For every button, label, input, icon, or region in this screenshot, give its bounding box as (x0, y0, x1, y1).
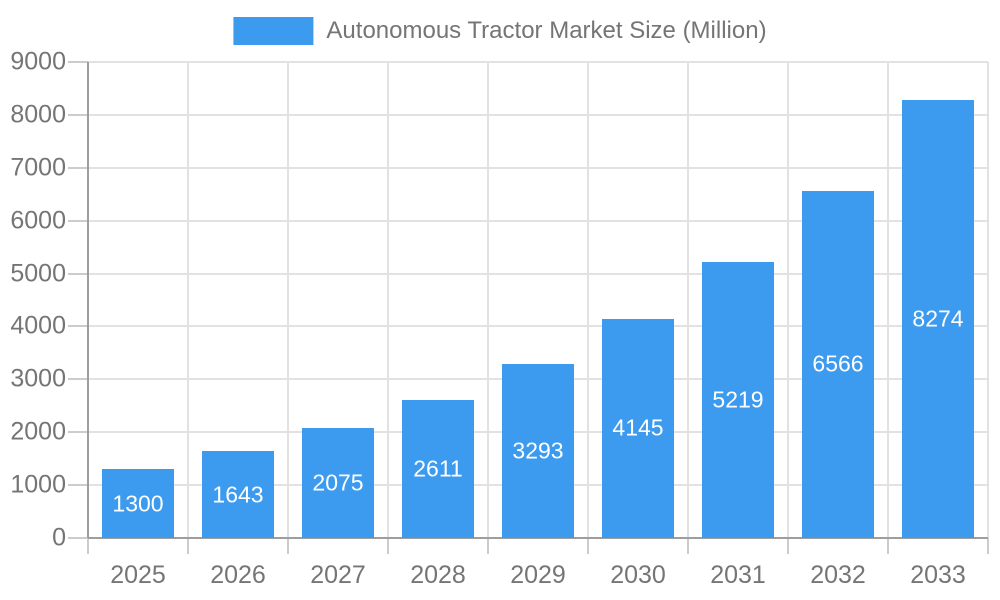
bar-2029[interactable] (502, 363, 574, 538)
bar-2030[interactable] (602, 318, 674, 538)
bar-2027[interactable] (302, 428, 374, 538)
legend-swatch[interactable] (233, 17, 314, 45)
y-axis-tick (68, 537, 88, 539)
x-axis-tick-label: 2031 (710, 561, 766, 589)
y-axis-tick-label: 3000 (10, 364, 66, 393)
x-axis-tick (687, 538, 689, 554)
gridline-vertical (887, 62, 889, 538)
x-axis-tick (487, 538, 489, 554)
gridline-vertical (787, 62, 789, 538)
y-axis-tick (68, 166, 88, 169)
x-axis-tick-label: 2025 (110, 561, 166, 589)
x-axis-tick-label: 2028 (410, 561, 466, 589)
x-axis-tick (887, 538, 889, 554)
x-axis-tick-label: 2030 (610, 561, 666, 589)
bar-value-label: 8274 (912, 305, 964, 332)
y-axis-tick (68, 219, 88, 222)
gridline-vertical (187, 62, 189, 538)
bar-value-label: 3293 (512, 437, 564, 464)
gridline-vertical (387, 62, 389, 538)
gridline-horizontal (88, 272, 988, 275)
x-axis-tick (187, 538, 189, 554)
x-axis-tick-label: 2027 (310, 561, 366, 589)
y-axis-tick-label: 2000 (10, 417, 66, 446)
x-axis-tick-label: 2029 (510, 561, 566, 589)
bar-2032[interactable] (802, 190, 874, 538)
x-axis-tick (587, 538, 589, 554)
bar-2031[interactable] (702, 261, 774, 538)
y-axis-tick-label: 8000 (10, 100, 66, 129)
gridline-horizontal (88, 325, 988, 328)
y-axis-tick-label: 4000 (10, 311, 66, 340)
x-axis-line (88, 537, 988, 539)
x-axis-tick (287, 538, 289, 554)
bar-value-label: 1643 (212, 481, 264, 508)
gridline-horizontal (88, 61, 988, 63)
x-axis-tick-label: 2033 (910, 561, 966, 589)
bar-value-label: 2611 (413, 455, 463, 482)
bar-2026[interactable] (202, 451, 274, 538)
bar-2033[interactable] (902, 100, 974, 538)
x-axis-tick-label: 2032 (810, 561, 866, 589)
gridline-horizontal (88, 219, 988, 222)
y-axis-tick-label: 5000 (10, 259, 66, 288)
bar-value-label: 5219 (712, 386, 764, 413)
bar-value-label: 2075 (312, 469, 364, 496)
y-axis-tick-label: 1000 (10, 470, 66, 499)
gridline-vertical (487, 62, 489, 538)
bar-value-label: 4145 (612, 414, 664, 441)
y-axis-tick (68, 378, 88, 381)
legend[interactable]: Autonomous Tractor Market Size (Million) (233, 15, 767, 47)
y-axis-tick (68, 272, 88, 275)
x-axis-tick (87, 538, 89, 554)
gridline-vertical (987, 62, 989, 538)
bar-value-label: 6566 (812, 350, 864, 377)
y-axis-tick (68, 431, 88, 434)
bar-2028[interactable] (402, 399, 474, 538)
y-axis-tick (68, 61, 88, 63)
x-axis-tick-label: 2026 (210, 561, 266, 589)
gridline-vertical (687, 62, 689, 538)
x-axis-tick (787, 538, 789, 554)
gridline-horizontal (88, 113, 988, 116)
gridline-vertical (287, 62, 289, 538)
y-axis-tick-label: 9000 (10, 47, 66, 76)
y-axis-tick-label: 0 (52, 523, 66, 552)
legend-label: Autonomous Tractor Market Size (Million) (326, 17, 767, 44)
x-axis-tick (987, 538, 989, 554)
gridline-horizontal (88, 166, 988, 169)
y-axis-line (87, 62, 89, 538)
y-axis-tick (68, 325, 88, 328)
y-axis-tick (68, 113, 88, 116)
y-axis-tick-label: 7000 (10, 153, 66, 182)
bar-2025[interactable] (102, 469, 174, 538)
y-axis-tick-label: 6000 (10, 206, 66, 235)
gridline-vertical (587, 62, 589, 538)
bar-value-label: 1300 (112, 490, 164, 517)
x-axis-tick (387, 538, 389, 554)
y-axis-tick (68, 484, 88, 487)
